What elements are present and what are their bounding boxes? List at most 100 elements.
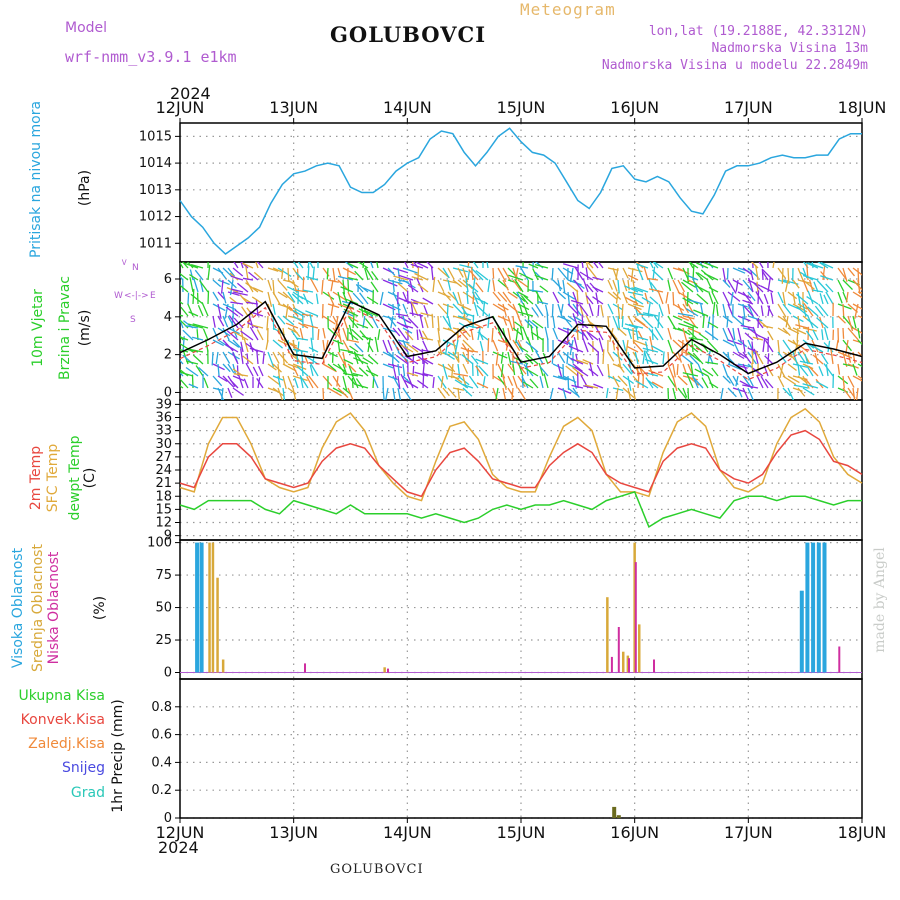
wind-arrow	[292, 366, 299, 377]
wind-arrow	[820, 262, 834, 269]
wind-arrow	[192, 354, 204, 365]
wind-arrow	[407, 284, 419, 293]
wind-arrow	[607, 291, 618, 301]
wind-arrow	[308, 375, 319, 389]
wind-arrow	[367, 354, 379, 365]
wind-arrow	[588, 368, 599, 377]
wind-arrow	[802, 375, 810, 389]
wind-arrow	[353, 351, 359, 365]
wind-arrow	[672, 375, 678, 392]
wind-arrow	[690, 362, 694, 377]
wind-arrow	[676, 363, 679, 375]
wind-arrow	[402, 363, 406, 377]
wind-arrow	[387, 351, 400, 364]
wind-arrow	[487, 338, 490, 353]
wind-arrow	[857, 291, 862, 294]
wind-arrow	[636, 365, 639, 377]
wind-arrow	[552, 291, 560, 304]
wind-arrow	[287, 279, 299, 288]
wind-arrow	[419, 313, 424, 329]
wind-arrow	[277, 267, 292, 277]
station-title: GOLUBOVCI	[330, 22, 487, 47]
wind-arrow	[586, 262, 594, 269]
wind-arrow	[799, 365, 809, 377]
wind-arrow	[225, 343, 239, 353]
wind-arrow	[180, 284, 189, 293]
wind-arrow	[227, 387, 233, 399]
y-tick-label: 1011	[139, 236, 172, 251]
wind-arrow	[651, 329, 654, 341]
wind-arrow	[416, 329, 419, 341]
wind-arrow	[232, 291, 248, 296]
wind-arrow	[552, 327, 559, 340]
wind-arrow	[362, 357, 374, 365]
wind-arrow	[321, 279, 324, 295]
wind-arrow	[347, 363, 357, 373]
y-tick-label: 15	[155, 502, 172, 517]
wind-arrow	[585, 262, 589, 269]
wind-arrow	[641, 296, 654, 305]
wind-arrow	[340, 348, 354, 353]
wind-arrow	[500, 351, 504, 364]
wind-arrow	[576, 304, 579, 317]
wind-arrow	[458, 322, 469, 329]
wind-arrow	[630, 267, 634, 282]
wind-arrow	[574, 266, 584, 281]
wind-arrow	[342, 267, 356, 276]
wind-arrow	[518, 345, 529, 353]
wind-arrow	[222, 375, 235, 388]
wind-arrow	[607, 315, 610, 328]
wind-arrow	[687, 387, 690, 400]
wind-arrow	[452, 351, 460, 363]
wind-arrow	[229, 279, 234, 296]
wind-arrow	[512, 375, 518, 389]
wind-arrow	[568, 345, 584, 353]
wind-arrow	[305, 355, 319, 365]
wind-arrow	[411, 345, 424, 353]
wind-arrow	[447, 279, 452, 291]
precip-bar	[616, 815, 621, 818]
x-tick-label-bottom: 13JUN	[269, 823, 318, 842]
wind-arrow	[364, 267, 369, 281]
wind-arrow	[364, 266, 374, 281]
wind-arrow	[180, 385, 184, 389]
wind-arrow	[322, 339, 326, 351]
wind-arrow	[807, 290, 814, 305]
wind-arrow	[752, 336, 764, 341]
wind-arrow	[348, 331, 359, 341]
wind-arrow	[825, 291, 834, 305]
wind-arrow	[387, 363, 403, 369]
wind-arrow	[517, 291, 529, 299]
wind-arrow	[751, 362, 754, 377]
wind-arrow	[517, 362, 524, 377]
wind-arrow	[285, 322, 299, 329]
compass-n-line: <-|->	[120, 258, 130, 266]
y-tick-label: 36	[155, 411, 172, 426]
wind-arrow	[337, 339, 341, 353]
wind-arrow	[782, 375, 797, 386]
wind-arrow	[520, 295, 529, 305]
cloud-bar	[216, 577, 219, 673]
wind-arrow	[431, 313, 434, 329]
wind-arrow	[347, 387, 354, 400]
wind-arrow	[517, 315, 523, 327]
cloud-bar	[199, 542, 204, 673]
wind-arrow	[317, 329, 320, 341]
wind-arrow	[355, 283, 364, 293]
wind-arrow	[551, 351, 554, 364]
wind-arrow	[452, 303, 464, 315]
wind-arrow	[735, 375, 739, 387]
wind-arrow	[796, 306, 809, 317]
wind-arrow	[767, 305, 774, 317]
wind-arrow	[454, 339, 459, 356]
wind-arrow	[382, 363, 394, 369]
wind-arrow	[267, 279, 273, 291]
frozen-precip-label: Zaledj.Kisa	[28, 736, 105, 752]
cloud-bar	[387, 668, 389, 673]
wind-arrow	[752, 367, 764, 377]
cloud-bar	[606, 597, 609, 673]
wind-arrow	[234, 331, 249, 341]
wind-arrow	[854, 303, 859, 319]
wind-arrow	[708, 286, 719, 293]
wind-arrow	[612, 315, 620, 331]
